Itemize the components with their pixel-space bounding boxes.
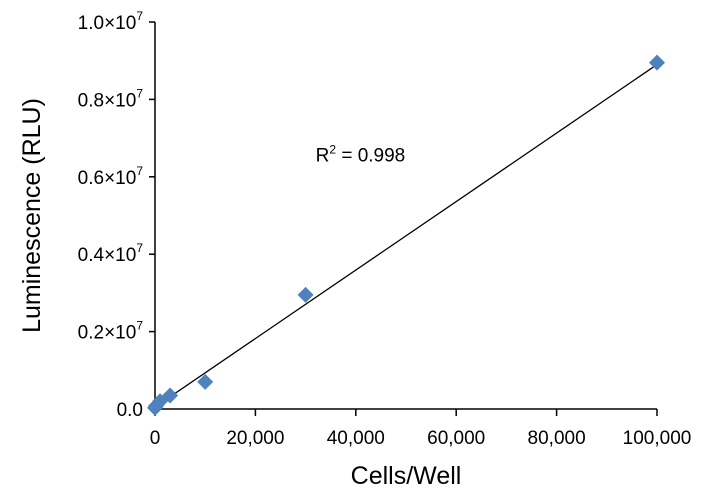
data-points — [147, 54, 665, 416]
x-tick-label: 20,000 — [226, 428, 284, 449]
y-tick-label: 0.8×107 — [78, 86, 144, 111]
trendline — [154, 64, 658, 408]
x-axis-title: Cells/Well — [351, 462, 462, 490]
y-tick-label: 0.4×107 — [78, 241, 144, 266]
r-squared-prefix: R — [316, 145, 330, 166]
data-point — [162, 387, 179, 404]
y-axis-title: Luminescence (RLU) — [18, 98, 46, 333]
r-squared-superscript: 2 — [329, 142, 336, 156]
y-tick-label: 1.0×107 — [78, 9, 144, 34]
data-point — [197, 373, 214, 390]
y-tick-label: 0.6×107 — [78, 164, 144, 189]
x-tick-label: 60,000 — [427, 428, 485, 449]
data-point — [649, 54, 665, 71]
x-tick-label: 0 — [150, 428, 161, 449]
y-tick-label: 0.0 — [117, 400, 143, 421]
x-tick-label: 40,000 — [327, 428, 385, 449]
r-squared-value: = 0.998 — [336, 145, 405, 166]
trendline-group — [154, 64, 658, 408]
r-squared-annotation: R2 = 0.998 — [316, 142, 406, 166]
x-tick-label: 100,000 — [623, 428, 692, 449]
y-tick-label: 0.2×107 — [78, 319, 144, 344]
axes: 0.0 0.2×107 0.4×107 0.6×107 0.8×107 1.0×107 0 2… — [78, 9, 692, 449]
x-tick-label: 80,000 — [528, 428, 586, 449]
data-point — [297, 286, 314, 303]
